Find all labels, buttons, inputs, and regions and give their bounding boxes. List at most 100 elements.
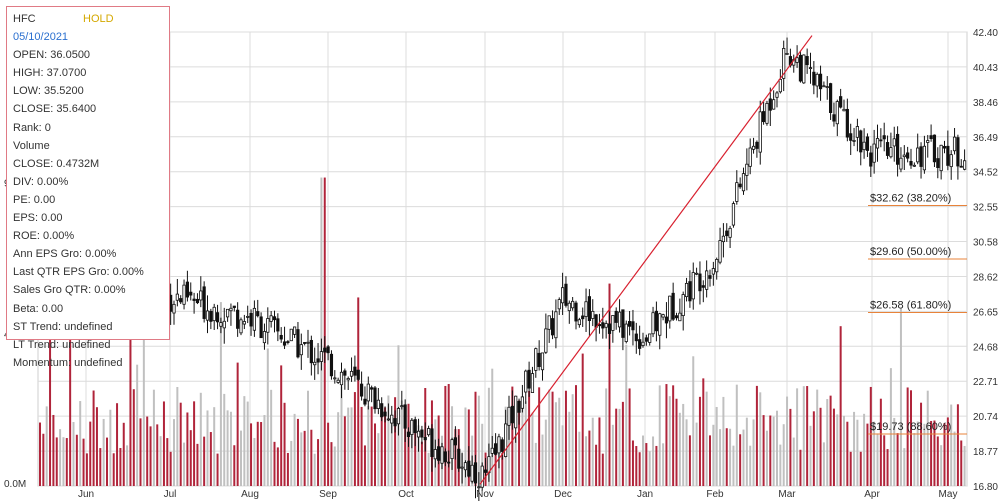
candle-body: [815, 73, 819, 87]
candle-body: [731, 203, 736, 226]
candle-body: [530, 373, 535, 393]
volume-bar: [394, 397, 397, 486]
volume-bar: [789, 408, 792, 486]
volume-bar: [173, 419, 175, 486]
volume-bar: [832, 408, 835, 486]
candle-body: [359, 383, 364, 397]
volume-bar: [655, 445, 658, 486]
info-row-label: Momentum:: [13, 356, 72, 369]
volume-bar: [508, 415, 510, 486]
info-row: PE: 0.00: [13, 191, 163, 209]
volume-bar: [270, 389, 273, 486]
price-tick-label: 20.74: [973, 412, 998, 423]
volume-bar: [638, 452, 641, 486]
volume-bar: [648, 451, 651, 486]
volume-bar: [400, 400, 403, 486]
volume-bar: [665, 384, 668, 486]
info-row-label: LOW:: [13, 85, 41, 98]
info-row: ST Trend: undefined: [13, 318, 163, 336]
candle-body: [725, 230, 729, 237]
volume-bar: [186, 412, 189, 486]
candle-body: [624, 323, 628, 342]
candle-body: [845, 108, 849, 138]
info-row-value: 0: [41, 121, 51, 134]
volume-bar: [950, 404, 953, 486]
candle-body: [460, 466, 464, 469]
price-tick-label: 16.80: [973, 482, 998, 493]
price-tick-label: 26.65: [973, 307, 998, 318]
volume-bar: [585, 436, 588, 486]
volume-bar: [487, 387, 490, 486]
volume-bar: [263, 415, 266, 486]
info-row-label: ROE:: [13, 230, 40, 243]
info-row-value: undefined: [59, 338, 111, 351]
volume-bar: [343, 416, 346, 486]
candle-body: [899, 157, 903, 170]
volume-bar: [662, 443, 665, 486]
volume-bar: [806, 386, 809, 486]
volume-bar: [79, 401, 82, 486]
volume-bar: [313, 453, 316, 486]
volume-bar: [280, 365, 283, 486]
volume-bar: [240, 430, 242, 486]
volume-bar: [893, 417, 896, 486]
volume-bar: [658, 385, 661, 486]
info-row: Last QTR EPS Gro: 0.00%: [13, 263, 163, 281]
volume-bar: [735, 384, 738, 486]
candle-body: [772, 99, 776, 110]
info-row-value: 0.00: [30, 193, 56, 206]
month-tick-label: Dec: [554, 489, 572, 500]
volume-bar: [139, 418, 142, 486]
volume-bar: [219, 302, 222, 486]
volume-bar: [250, 423, 253, 486]
volume-bar: [266, 348, 269, 486]
info-row-value: 0.00%: [109, 266, 144, 279]
volume-bar: [491, 368, 494, 486]
volume-bar: [702, 378, 705, 486]
month-tick-label: Sep: [319, 489, 337, 500]
candle-body: [674, 315, 679, 319]
month-tick-label: Aug: [241, 489, 259, 500]
candle-body: [540, 352, 545, 371]
volume-bar: [474, 391, 477, 486]
price-tick-label: 38.46: [973, 98, 998, 109]
candle-body: [554, 311, 558, 339]
volume-bar: [196, 443, 199, 486]
volume-bars: [39, 177, 966, 486]
volume-bar: [541, 434, 544, 486]
candle-body: [507, 406, 511, 426]
candle-body: [688, 281, 692, 302]
info-row-label: HIGH:: [13, 67, 44, 80]
candle-body: [875, 138, 880, 149]
candle-body: [386, 418, 391, 421]
volume-bar: [705, 391, 708, 486]
candle-body: [239, 319, 243, 334]
volume-bar: [779, 444, 782, 486]
candle-body: [906, 152, 910, 159]
trend-line-segment: [479, 35, 813, 485]
volume-bar: [404, 413, 407, 486]
candle-body: [534, 348, 538, 371]
price-tick-label: 32.55: [973, 203, 998, 214]
fib-label: $19.73 (88.60%): [870, 421, 951, 433]
volume-bar: [166, 438, 169, 486]
candle-body: [695, 272, 699, 275]
volume-bar: [353, 392, 356, 486]
volume-bar: [347, 407, 350, 486]
candle-body: [839, 96, 843, 108]
volume-bar: [712, 424, 715, 486]
volume-bar: [370, 406, 373, 486]
volume-bar: [802, 386, 805, 486]
info-row-value: 37.0700: [43, 67, 87, 80]
volume-bar: [715, 406, 718, 486]
candle-body: [678, 312, 682, 322]
volume-bar: [327, 422, 330, 486]
candle-body: [259, 316, 263, 339]
volume-bar: [99, 448, 102, 486]
volume-bar: [136, 364, 139, 486]
volume-bar: [193, 401, 196, 486]
volume-bar: [745, 417, 748, 486]
candle-body: [571, 300, 575, 309]
volume-bar: [930, 420, 933, 486]
candle-body: [942, 146, 947, 149]
